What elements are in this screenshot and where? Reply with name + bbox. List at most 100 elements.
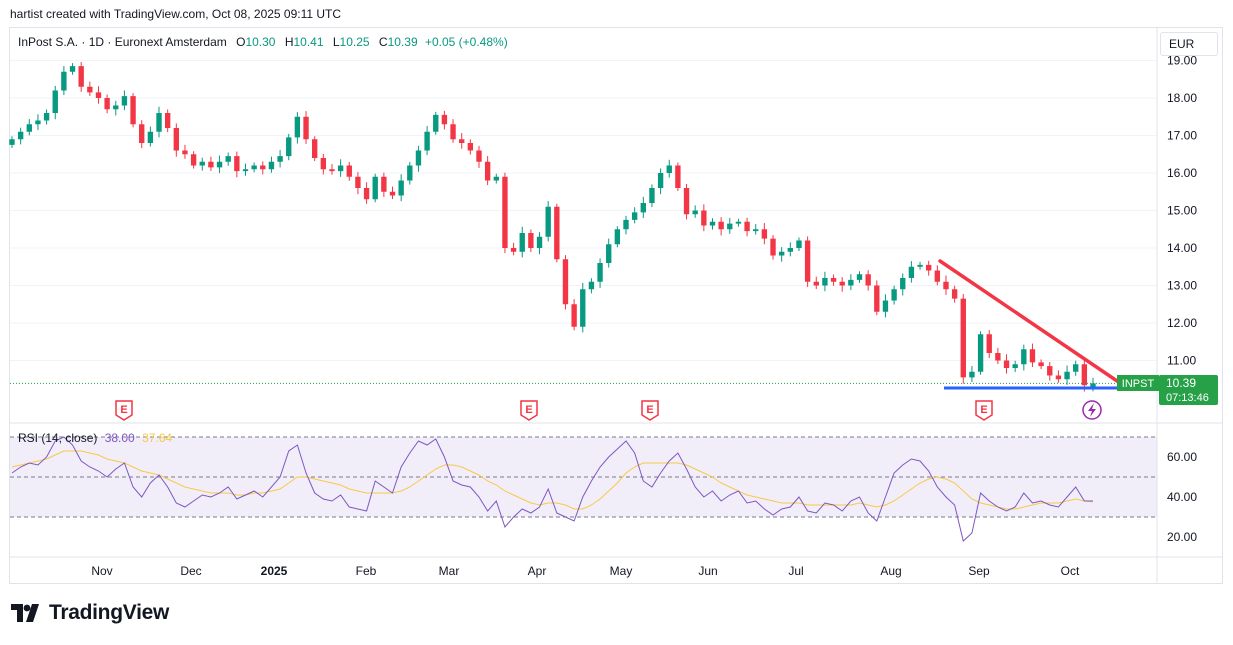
- earnings-marker-label: E: [525, 404, 532, 416]
- candle-body: [562, 259, 569, 305]
- candle-body: [830, 278, 837, 282]
- candle-body: [761, 229, 768, 239]
- candle-body: [744, 221, 750, 232]
- chart-frame: [9, 27, 1223, 584]
- candle-body: [882, 300, 889, 312]
- price-tick-label: 16.00: [1167, 166, 1197, 180]
- candle-body: [839, 281, 845, 286]
- candle-body: [139, 124, 145, 143]
- candle-body: [346, 165, 352, 177]
- candle-body: [78, 66, 84, 87]
- rsi-panel: [10, 436, 1157, 542]
- candle-body: [657, 173, 664, 188]
- candle-body: [856, 274, 863, 280]
- candle-body: [1029, 349, 1036, 363]
- close-label: C: [378, 35, 388, 49]
- candle-body: [960, 298, 966, 378]
- time-tick-label: Mar: [439, 564, 460, 578]
- candle-body: [484, 161, 491, 181]
- candle-body: [251, 165, 257, 170]
- candle-body: [848, 279, 854, 286]
- open-value: 10.30: [245, 35, 276, 49]
- candle-body: [208, 161, 214, 168]
- candle-body: [709, 221, 716, 226]
- rsi-legend: RSI (14, close) 38.00 37.64: [18, 431, 172, 445]
- candle-body: [1055, 375, 1062, 380]
- candle-body: [424, 131, 430, 151]
- candle-body: [1047, 366, 1053, 376]
- candle-body: [986, 334, 992, 353]
- rsi-tick-label: 60.00: [1167, 450, 1197, 464]
- candle-body: [1012, 364, 1018, 368]
- candle-body: [951, 289, 958, 299]
- currency-button[interactable]: EUR: [1160, 32, 1218, 56]
- candle-body: [389, 191, 396, 196]
- candle-body: [908, 266, 915, 278]
- candle-body: [891, 289, 897, 301]
- candle-body: [147, 131, 154, 143]
- price-tag-bg: [1159, 375, 1218, 405]
- time-tick-label: May: [610, 564, 633, 578]
- candle-body: [277, 156, 283, 162]
- open-label: O: [236, 35, 246, 49]
- candle-body: [113, 105, 119, 110]
- rsi-ma-value: 37.64: [142, 431, 173, 445]
- candle-body: [216, 161, 223, 168]
- candle-body: [718, 221, 724, 230]
- candle-body: [510, 248, 517, 252]
- candle-body: [268, 161, 275, 170]
- candle-body: [536, 236, 543, 248]
- candle-body: [130, 96, 136, 125]
- symbol-legend: InPost S.A. · 1D · Euronext Amsterdam O1…: [18, 35, 508, 49]
- price-tick-label: 14.00: [1167, 241, 1197, 255]
- candle-body: [917, 264, 923, 267]
- candle-body: [286, 137, 292, 157]
- candle-body: [804, 240, 811, 282]
- candle-body: [433, 114, 439, 132]
- time-tick-label: Dec: [180, 564, 201, 578]
- candle-body: [900, 278, 906, 290]
- candle-body: [977, 334, 984, 372]
- low-value: 10.25: [339, 35, 370, 49]
- candle-body: [199, 161, 205, 166]
- candle-body: [623, 219, 629, 230]
- candle-body: [69, 66, 76, 72]
- candle-body: [441, 114, 448, 125]
- low-label: L: [332, 35, 340, 49]
- candle-body: [727, 223, 733, 230]
- candle-body: [692, 210, 698, 215]
- lightning-bolt-icon: [1088, 403, 1096, 417]
- earnings-marker: [975, 400, 993, 421]
- earnings-marker-label: E: [646, 404, 653, 416]
- candle-body: [355, 176, 361, 188]
- rsi-tick-label: 40.00: [1167, 490, 1197, 504]
- candle-body: [225, 156, 231, 162]
- candle-body: [381, 176, 387, 192]
- price-tag-countdown: 07:13:46: [1166, 392, 1209, 404]
- time-tick-label: Feb: [356, 564, 377, 578]
- candle-body: [631, 212, 638, 220]
- axes: 19.00 18.00 17.00 16.00 15.00 14.00 13.00 12.00…: [10, 28, 1222, 583]
- candle-body: [770, 238, 776, 256]
- price-tick-label: 13.00: [1167, 279, 1197, 293]
- candle-body: [311, 139, 318, 158]
- time-tick-label: Jun: [698, 564, 717, 578]
- candle-body: [415, 150, 422, 166]
- change-value: +0.05 (+0.48%): [424, 35, 508, 49]
- price-tag-value: 10.39: [1166, 376, 1196, 390]
- price-tick-label: 19.00: [1167, 54, 1197, 68]
- candle-body: [467, 143, 474, 151]
- price-tick-label: 12.00: [1167, 316, 1197, 330]
- candle-body: [1038, 362, 1044, 367]
- price-grid: [10, 60, 1157, 361]
- price-tick-label: 11.00: [1167, 354, 1196, 368]
- candle-body: [778, 251, 785, 256]
- time-tick-label: Aug: [880, 564, 901, 578]
- candle-body: [173, 128, 179, 151]
- rsi-tick-label: 20.00: [1167, 530, 1197, 544]
- candle-body: [926, 264, 932, 271]
- earnings-marker: [520, 400, 538, 421]
- earnings-marker: [641, 400, 659, 421]
- candle-body: [17, 131, 24, 140]
